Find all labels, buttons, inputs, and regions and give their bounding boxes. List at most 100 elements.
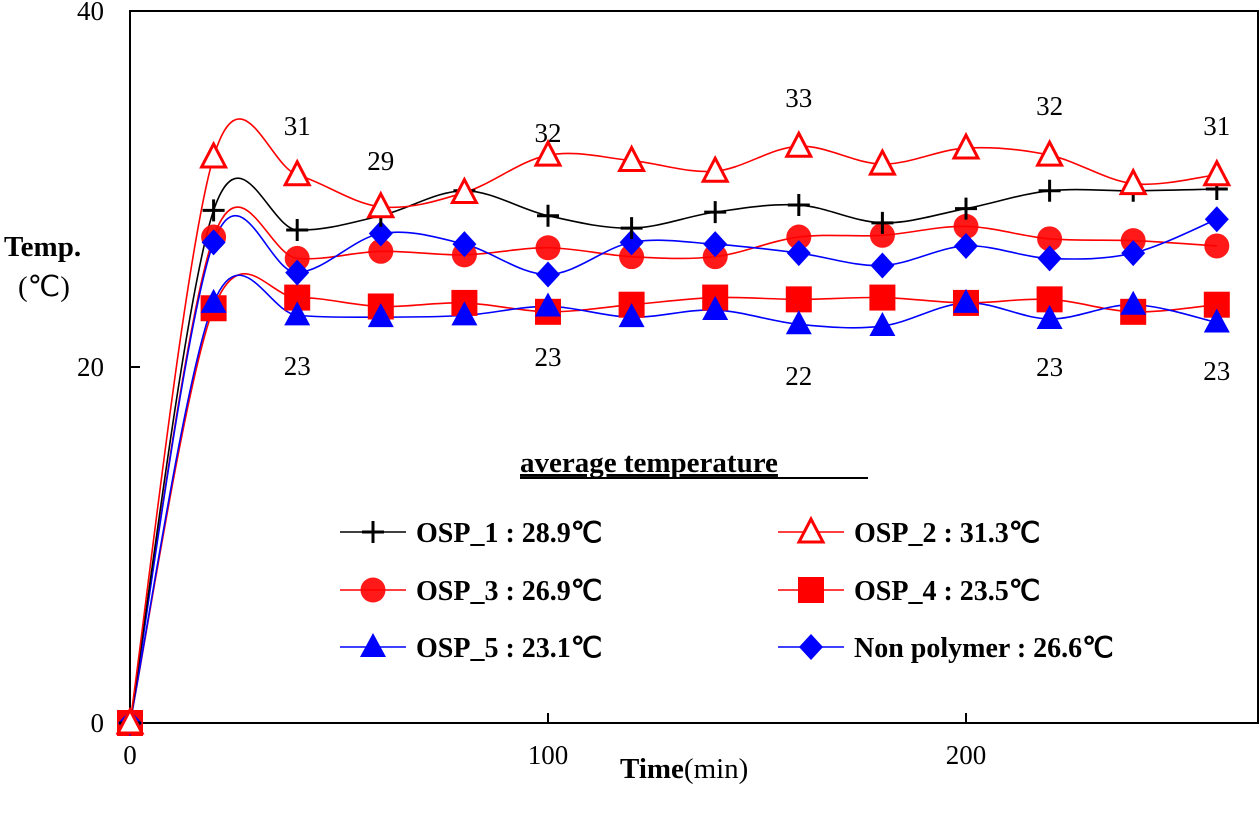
- data-point: [870, 252, 895, 279]
- point-annotations: 31 29 32 33 32 31 23 23 22 23 23: [284, 83, 1231, 391]
- data-point: [282, 158, 312, 187]
- legend-label: OSP_5 : 23.1℃: [416, 633, 602, 664]
- data-point: [201, 229, 226, 256]
- data-point: [368, 238, 394, 264]
- legend-marker: [799, 634, 823, 660]
- data-point: [954, 232, 978, 259]
- data-point: [700, 154, 730, 183]
- data-point: [1204, 206, 1229, 233]
- legend: OSP_1 : 28.9℃ OSP_2 : 31.3℃ OSP_3 : 26.9℃ O…: [340, 515, 1114, 664]
- series-markers: [115, 130, 1232, 736]
- x-axis-title-unit: (min): [684, 753, 748, 785]
- data-point: [951, 131, 981, 160]
- legend-label: Non polymer : 26.6℃: [854, 633, 1114, 664]
- series-line-osp_3: [129, 206, 1217, 724]
- data-point: [1037, 226, 1063, 252]
- data-point: [1203, 308, 1230, 333]
- legend-label: OSP_1 : 28.9℃: [416, 518, 602, 549]
- y-axis-unit: (℃): [18, 271, 70, 303]
- data-point: [1121, 240, 1146, 267]
- data-point: [1036, 304, 1063, 329]
- max-annotation: 33: [785, 83, 812, 113]
- series-line-non-polymer: [129, 214, 1218, 724]
- data-point: [869, 222, 895, 248]
- min-annotation: 23: [1203, 356, 1230, 386]
- min-annotation: 23: [284, 351, 311, 381]
- data-point: [285, 259, 310, 286]
- data-point: [535, 292, 561, 317]
- data-point: [199, 140, 229, 169]
- max-annotation: 29: [367, 146, 394, 176]
- data-point: [1118, 167, 1148, 196]
- data-point: [702, 296, 729, 321]
- data-point: [284, 301, 311, 326]
- legend-marker: [362, 521, 384, 543]
- data-point: [536, 261, 560, 288]
- data-point: [618, 303, 645, 328]
- x-tick-label: 200: [946, 740, 987, 770]
- data-point: [286, 218, 309, 241]
- data-point: [869, 312, 896, 337]
- data-point: [367, 303, 394, 328]
- data-point: [284, 245, 310, 271]
- legend-marker: [360, 633, 386, 657]
- y-tick-label: 20: [77, 352, 104, 382]
- series-line-osp_1: [129, 177, 1217, 724]
- min-annotation: 23: [1036, 352, 1063, 382]
- data-point: [953, 213, 979, 239]
- data-point: [535, 235, 561, 261]
- y-tick-label: 0: [91, 708, 105, 738]
- data-point: [533, 138, 563, 167]
- data-point: [867, 147, 897, 176]
- series-markers-osp_3: [117, 213, 1230, 736]
- data-point: [619, 244, 645, 270]
- series-markers-non-polymer: [118, 206, 1229, 736]
- data-point: [786, 224, 812, 250]
- data-point: [786, 240, 811, 267]
- series-markers-osp_2: [115, 130, 1232, 735]
- data-point: [784, 130, 814, 158]
- data-point: [537, 204, 559, 227]
- x-tick-label: 0: [123, 740, 137, 770]
- data-point: [1204, 233, 1230, 259]
- data-point: [1037, 245, 1062, 272]
- min-annotation: 23: [535, 342, 562, 372]
- max-annotation: 31: [1203, 111, 1230, 141]
- data-point: [785, 310, 812, 335]
- data-point: [1202, 158, 1232, 187]
- legend-item: OSP_2 : 31.3℃: [778, 515, 1040, 549]
- data-point: [449, 176, 479, 205]
- legend-title: average temperature: [520, 447, 778, 479]
- series-line-osp_2: [129, 118, 1217, 724]
- data-point: [200, 288, 227, 313]
- data-point: [368, 220, 393, 247]
- data-point: [953, 288, 979, 313]
- max-annotation: 31: [284, 111, 311, 141]
- y-axis-title: Temp.: [4, 231, 81, 263]
- data-point: [1038, 179, 1061, 202]
- data-point: [115, 706, 145, 735]
- data-point: [787, 194, 810, 217]
- legend-marker: [796, 515, 826, 544]
- data-point: [451, 301, 478, 326]
- data-point: [202, 199, 225, 222]
- y-tick-label: 40: [77, 0, 104, 26]
- legend-item: Non polymer : 26.6℃: [778, 633, 1114, 664]
- legend-item: OSP_3 : 26.9℃: [340, 576, 602, 607]
- data-point: [955, 197, 977, 220]
- legend-item: OSP_1 : 28.9℃: [340, 518, 602, 549]
- data-point: [366, 190, 396, 219]
- x-axis-title-main: Time: [620, 753, 684, 785]
- data-point: [452, 231, 477, 258]
- legend-label: OSP_3 : 26.9℃: [416, 576, 602, 607]
- data-point: [619, 229, 644, 256]
- data-point: [1035, 138, 1065, 167]
- legend-item: OSP_5 : 23.1℃: [340, 633, 602, 664]
- data-point: [620, 217, 643, 240]
- axis-ticks: 0 20 40 0 100 200: [77, 0, 986, 770]
- data-point: [703, 231, 728, 258]
- legend-marker: [798, 577, 824, 603]
- legend-label: OSP_4 : 23.5℃: [854, 576, 1040, 607]
- data-point: [1120, 290, 1147, 315]
